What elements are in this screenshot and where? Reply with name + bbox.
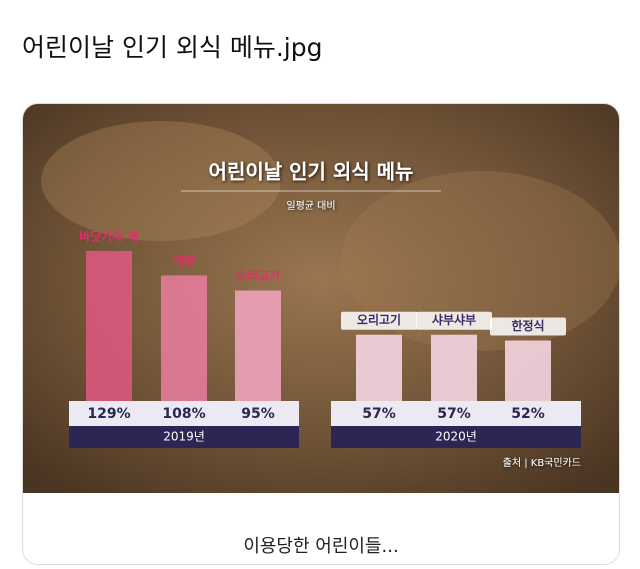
category-label-bg [341,311,417,330]
photo-texture [41,121,281,241]
category-label: 게장 [173,254,195,268]
year-band [69,426,299,448]
group-label: 2020년 [435,430,477,444]
value-label: 108% [162,406,205,422]
value-label: 52% [511,406,545,422]
photo-texture [341,171,619,351]
category-label: 오리고기 [236,268,280,283]
post-caption: 이용당한 어린이들... [243,536,399,557]
chart-subtitle: 일평균 대비 [286,200,335,212]
value-strip [331,401,581,426]
category-label: 한정식 [511,318,544,333]
post-card: 어린이날 인기 외식 메뉴 일평균 대비 출처 | KB국민카드 2019년 바닷… [22,103,620,565]
bar [431,334,477,401]
bar [356,334,402,401]
group-label: 2019년 [163,430,205,444]
chart-title: 어린이날 인기 외식 메뉴 [209,160,414,184]
category-label: 오리고기 [357,312,401,327]
bar [161,275,207,401]
bar [235,290,281,401]
bar [86,250,132,401]
source: 출처 | KB국민카드 [503,457,581,469]
value-label: 57% [437,406,471,422]
value-label: 57% [362,406,396,422]
year-band [331,426,581,448]
value-label: 95% [241,406,275,422]
value-strip [69,401,299,426]
post-title: 어린이날 인기 외식 메뉴.jpg [22,33,323,62]
value-label: 129% [87,406,130,422]
chart-image: 어린이날 인기 외식 메뉴 일평균 대비 출처 | KB국민카드 2019년 바닷… [23,104,619,493]
category-label-bg [416,311,492,330]
bar [505,340,551,401]
category-label-bg [490,317,566,336]
category-label: 샤부샤부 [432,312,476,327]
category-label: 바닷가재 게 [79,228,138,243]
